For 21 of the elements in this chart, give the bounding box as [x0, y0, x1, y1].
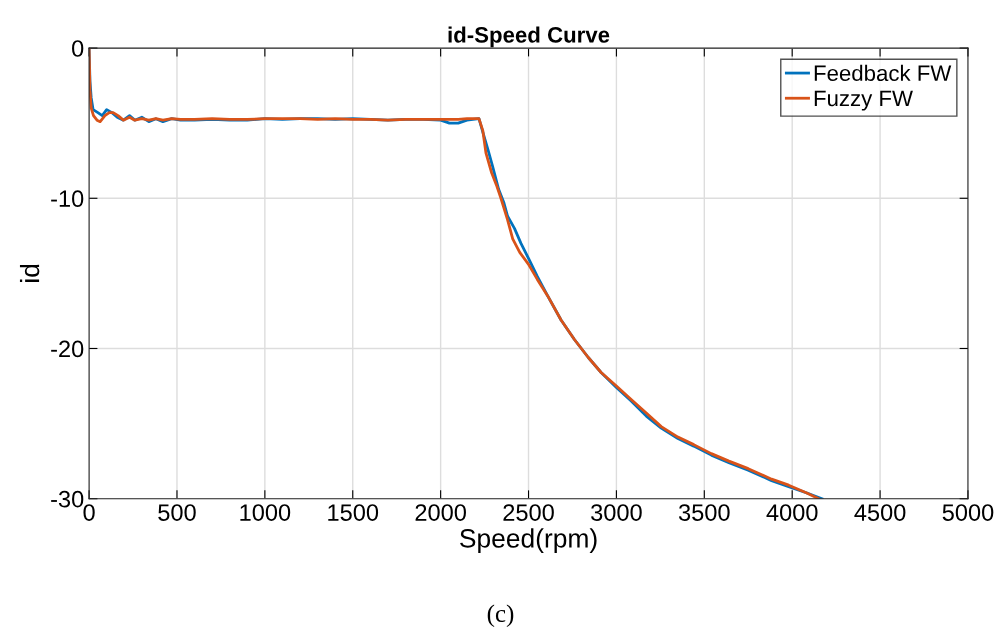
chart-title: id-Speed Curve: [448, 26, 610, 48]
y-tick-label: -30: [51, 490, 84, 508]
x-tick-label: 5000: [942, 504, 994, 521]
y-tick-label: -10: [51, 190, 84, 208]
x-tick-label: 0: [83, 504, 95, 521]
x-axis-title: Speed(rpm): [460, 528, 597, 553]
y-tick-label: 0: [72, 40, 84, 57]
y-tick-label: -20: [51, 340, 84, 358]
legend-label: Feedback FW: [814, 64, 952, 82]
x-tick-label: 1000: [240, 504, 291, 521]
legend-label: Fuzzy FW: [814, 90, 913, 111]
x-tick-label: 2000: [415, 504, 466, 521]
x-tick-label: 500: [158, 504, 196, 521]
x-tick-label: 3500: [678, 504, 730, 521]
x-tick-label: 4000: [766, 504, 818, 521]
x-tick-label: 1500: [328, 504, 379, 521]
y-axis-title: id: [19, 264, 40, 282]
x-tick-label: 2500: [503, 504, 554, 521]
x-tick-label: 4500: [854, 504, 906, 521]
x-tick-label: 3000: [591, 504, 642, 521]
text: (c): [487, 604, 514, 628]
